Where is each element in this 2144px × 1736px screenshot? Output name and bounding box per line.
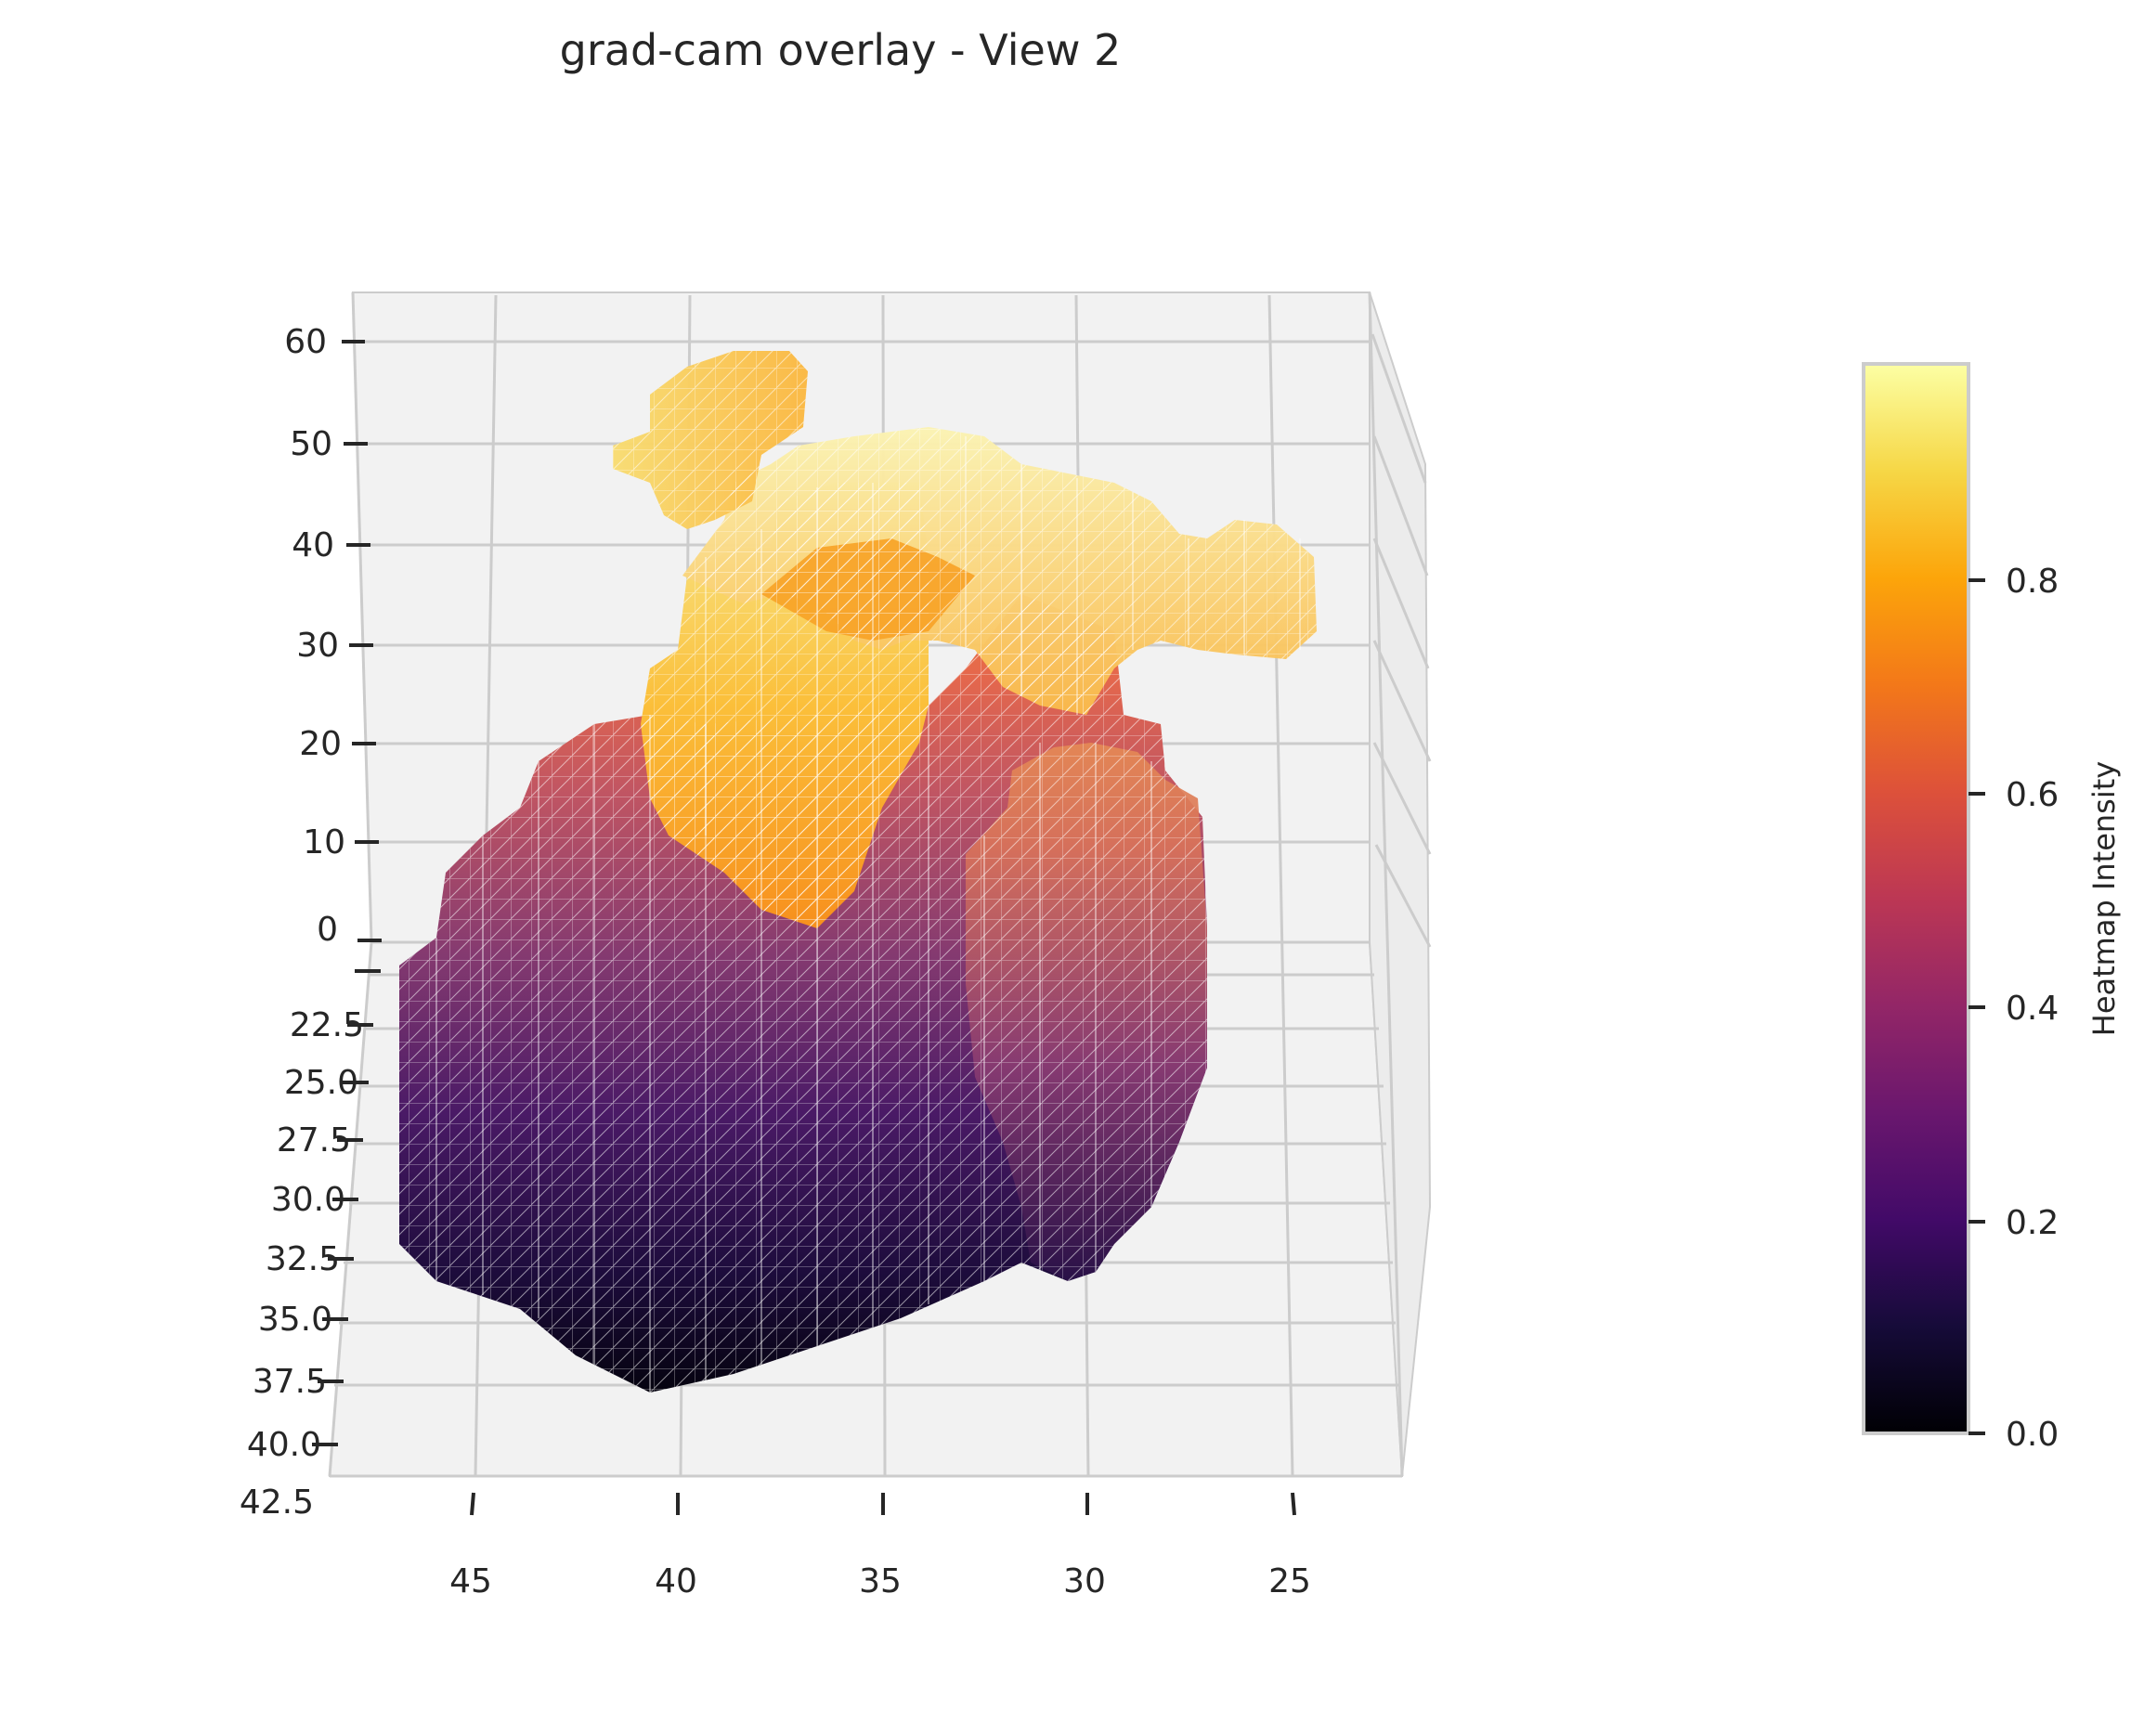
gridline xyxy=(1372,538,1430,669)
y-tick-label: 32.5 xyxy=(266,1240,340,1278)
y-tick-label: 40.0 xyxy=(247,1426,321,1464)
y-tick-label: 27.5 xyxy=(277,1121,351,1159)
z-tick-label: 10 xyxy=(303,823,345,862)
gridline xyxy=(1371,333,1427,484)
gridline xyxy=(1372,435,1429,577)
x-tick-label: 35 xyxy=(859,1562,902,1600)
x-tick-label: 25 xyxy=(1268,1562,1311,1600)
y-tick-label: 42.5 xyxy=(240,1483,314,1522)
colorbar-tick-label: 0.0 xyxy=(2006,1416,2059,1454)
wireframe-mesh-arch xyxy=(682,427,1317,715)
y-tick-label: 37.5 xyxy=(253,1363,327,1401)
z-tick-label: 30 xyxy=(296,627,339,665)
z-tick-label: 60 xyxy=(284,323,327,361)
gridline xyxy=(1267,294,1294,1477)
y-tick-label: 22.5 xyxy=(290,1006,364,1044)
z-tick-label: 0 xyxy=(317,911,338,949)
y-tick-label: 25.0 xyxy=(284,1064,358,1102)
chart-title: grad-cam overlay - View 2 xyxy=(560,25,1122,75)
right-spine xyxy=(1368,291,1404,1477)
axis-spines xyxy=(328,291,1404,1478)
z-tick-label: 50 xyxy=(290,425,332,463)
gridline xyxy=(1372,640,1432,762)
x-axis: 45 40 35 30 25 xyxy=(449,1492,1311,1600)
z-axis: 60 50 40 30 20 10 0 xyxy=(284,323,382,949)
x-tick xyxy=(1291,1492,1296,1516)
colorbar-tick-label: 0.6 xyxy=(2006,776,2059,814)
colorbar-label: Heatmap Intensity xyxy=(2086,761,2122,1036)
y-axis: 22.5 25.0 27.5 30.0 32.5 35.0 37.5 40.0 … xyxy=(240,969,381,1522)
colorbar-tick-label: 0.8 xyxy=(2006,563,2059,601)
colorbar-fill xyxy=(1862,362,1970,1435)
x-tick-label: 45 xyxy=(449,1562,492,1600)
colorbar-tick-label: 0.2 xyxy=(2006,1204,2059,1242)
z-tick-label: 20 xyxy=(299,725,342,763)
z-tick-label: 40 xyxy=(292,526,334,564)
colorbar: 0.0 0.2 0.4 0.6 0.8 Heatmap Intensity xyxy=(1862,362,2122,1454)
colorbar-tick-label: 0.4 xyxy=(2006,990,2059,1028)
y-tick-label: 35.0 xyxy=(258,1301,332,1339)
side-wall-pane xyxy=(1369,291,1432,1477)
z-axis-spine xyxy=(351,291,373,943)
x-tick-label: 40 xyxy=(655,1562,697,1600)
x-tick xyxy=(470,1492,475,1516)
y-tick-label: 30.0 xyxy=(271,1181,345,1219)
y-axis-spine xyxy=(328,941,373,1477)
x-tick-label: 30 xyxy=(1063,1562,1106,1600)
wireframe-mesh-tip xyxy=(613,351,808,529)
facet-lines xyxy=(435,436,1301,1393)
